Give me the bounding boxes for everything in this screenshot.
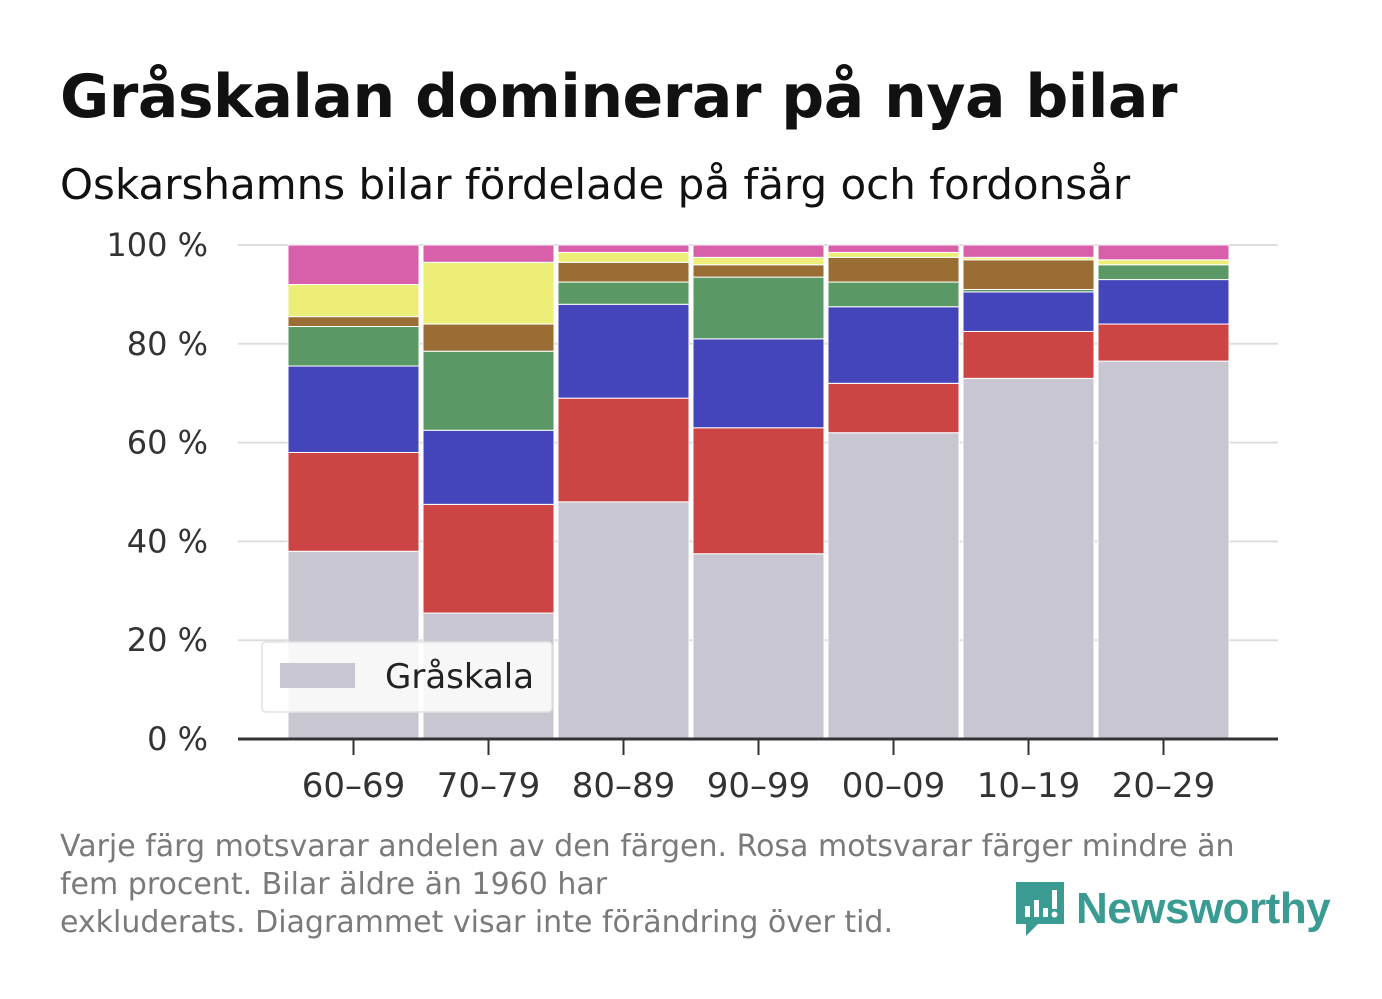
bar-segment <box>557 501 690 740</box>
bar-segment <box>827 306 960 384</box>
bar-segment <box>692 427 825 555</box>
x-tick-label: 20–29 <box>1112 766 1216 806</box>
y-tick-label: 80 % <box>127 325 208 363</box>
bar-segment <box>422 503 555 614</box>
bar-segment <box>962 259 1095 290</box>
x-tick-label: 60–69 <box>302 766 406 806</box>
bar-segment <box>557 303 690 399</box>
bar-segment <box>557 251 690 263</box>
bar-segment <box>287 451 420 552</box>
bar-segment <box>287 365 420 453</box>
bar-segment <box>827 432 960 740</box>
bar-segment <box>827 251 960 258</box>
chart-subtitle: Oskarshamns bilar fördelade på färg och … <box>60 160 1131 209</box>
bar-segment <box>692 276 825 340</box>
legend-label: Gråskala <box>385 657 534 697</box>
chart-title: Gråskalan dominerar på nya bilar <box>60 62 1178 132</box>
bar-segment <box>1097 259 1230 266</box>
footnote-line-3: exkluderats. Diagrammet visar inte förän… <box>60 905 894 940</box>
bar-segment <box>1097 360 1230 740</box>
bar-segment <box>557 261 690 283</box>
bar-segment <box>827 244 960 253</box>
y-tick-label: 20 % <box>127 621 208 659</box>
bar-segment <box>962 244 1095 258</box>
bar-segment <box>1097 279 1230 325</box>
bar-segment <box>692 244 825 258</box>
bar-segment <box>827 256 960 283</box>
bar-segment <box>557 244 690 253</box>
x-tick-label: 10–19 <box>977 766 1081 806</box>
bar-segment <box>287 284 420 318</box>
bar-segment <box>557 281 690 305</box>
bar-segment <box>692 553 825 740</box>
bar-segment <box>692 264 825 278</box>
footnote-line-1: Varje färg motsvarar andelen av den färg… <box>60 829 1235 864</box>
x-tick-label: 70–79 <box>437 766 541 806</box>
bar-segment <box>962 291 1095 332</box>
bar-segment <box>422 350 555 431</box>
x-tick-label: 90–99 <box>707 766 811 806</box>
y-tick-label: 0 % <box>147 720 208 758</box>
logo-text: Newsworthy <box>1076 884 1331 933</box>
bar-segment <box>962 377 1095 740</box>
y-tick-label: 100 % <box>106 226 208 264</box>
bar-segment <box>692 256 825 266</box>
bar-segment <box>287 244 420 286</box>
bar-segment <box>1097 323 1230 362</box>
bar-segment <box>422 261 555 325</box>
newsworthy-chart-bubble-icon <box>1016 882 1064 936</box>
bar-segment <box>287 316 420 328</box>
bar-segment <box>422 323 555 352</box>
bar-segment <box>422 429 555 505</box>
footnote-line-2: fem procent. Bilar äldre än 1960 har <box>60 867 608 902</box>
x-tick-label: 00–09 <box>842 766 946 806</box>
x-tick-label: 80–89 <box>572 766 676 806</box>
bar-segment <box>557 397 690 503</box>
bar-segment <box>1097 264 1230 281</box>
y-tick-label: 60 % <box>127 424 208 462</box>
footnote: Varje färg motsvarar andelen av den färg… <box>60 828 1300 940</box>
bar-segment <box>962 330 1095 379</box>
bar-segment <box>692 338 825 429</box>
bar-segment <box>1097 244 1230 261</box>
y-tick-label: 40 % <box>127 522 208 560</box>
legend-box <box>261 641 553 713</box>
newsworthy-logo: Newsworthy <box>1012 878 1331 940</box>
legend-swatch <box>280 663 355 688</box>
bar-segment <box>422 244 555 263</box>
bar-segment <box>827 382 960 434</box>
bar-segment <box>287 326 420 367</box>
bar-segment <box>827 281 960 308</box>
